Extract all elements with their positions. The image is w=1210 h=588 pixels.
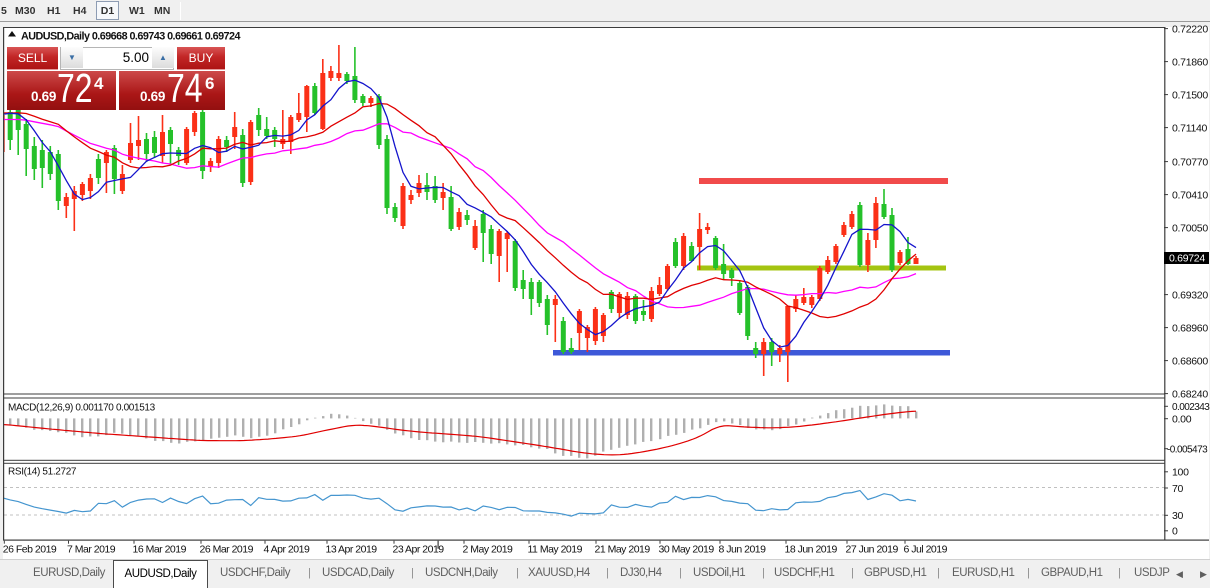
svg-text:-0.005473: -0.005473	[1167, 445, 1208, 456]
svg-text:30: 30	[1172, 510, 1184, 522]
svg-text:RSI(14) 51.2727: RSI(14) 51.2727	[8, 467, 77, 478]
svg-text:0.70410: 0.70410	[1172, 189, 1208, 201]
svg-text:0.70050: 0.70050	[1172, 222, 1208, 234]
svg-text:100: 100	[1172, 467, 1189, 479]
svg-text:11 May 2019: 11 May 2019	[528, 544, 583, 556]
svg-text:0.68600: 0.68600	[1172, 355, 1208, 367]
svg-text:70: 70	[1172, 483, 1184, 495]
svg-text:0.00: 0.00	[1172, 414, 1192, 426]
svg-text:0.71500: 0.71500	[1172, 89, 1208, 101]
svg-text:AUDUSD,Daily 0.69668 0.69743: AUDUSD,Daily 0.69668 0.69743 0.69661 0.6…	[21, 31, 240, 43]
svg-text:2 May 2019: 2 May 2019	[463, 544, 514, 556]
svg-text:26 Mar 2019: 26 Mar 2019	[200, 544, 254, 556]
svg-text:MACD(12,26,9) 0.001170 0.00151: MACD(12,26,9) 0.001170 0.001513	[8, 403, 156, 414]
svg-text:16 Mar 2019: 16 Mar 2019	[133, 544, 187, 556]
svg-text:30 May 2019: 30 May 2019	[659, 544, 715, 556]
svg-text:23 Apr 2019: 23 Apr 2019	[393, 544, 445, 556]
svg-text:8 Jun 2019: 8 Jun 2019	[719, 544, 767, 556]
svg-text:0.69724: 0.69724	[1169, 252, 1205, 264]
svg-text:0.002343: 0.002343	[1172, 402, 1210, 413]
svg-text:0.68960: 0.68960	[1172, 322, 1208, 334]
svg-text:21 May 2019: 21 May 2019	[595, 544, 651, 556]
svg-text:0.70770: 0.70770	[1172, 156, 1208, 168]
svg-text:0: 0	[1172, 526, 1178, 538]
svg-text:18 Jun 2019: 18 Jun 2019	[785, 544, 838, 556]
svg-text:13 Apr 2019: 13 Apr 2019	[326, 544, 378, 556]
svg-text:0.71140: 0.71140	[1172, 122, 1208, 134]
svg-text:0.72220: 0.72220	[1172, 23, 1208, 35]
svg-text:26 Feb 2019: 26 Feb 2019	[3, 544, 57, 556]
svg-text:7 Mar 2019: 7 Mar 2019	[67, 544, 116, 556]
svg-text:0.68240: 0.68240	[1172, 388, 1208, 400]
svg-text:27 Jun 2019: 27 Jun 2019	[846, 544, 899, 556]
svg-text:0.69320: 0.69320	[1172, 289, 1208, 301]
svg-text:6 Jul 2019: 6 Jul 2019	[904, 544, 948, 556]
svg-text:0.71860: 0.71860	[1172, 56, 1208, 68]
svg-text:4 Apr 2019: 4 Apr 2019	[264, 544, 310, 556]
